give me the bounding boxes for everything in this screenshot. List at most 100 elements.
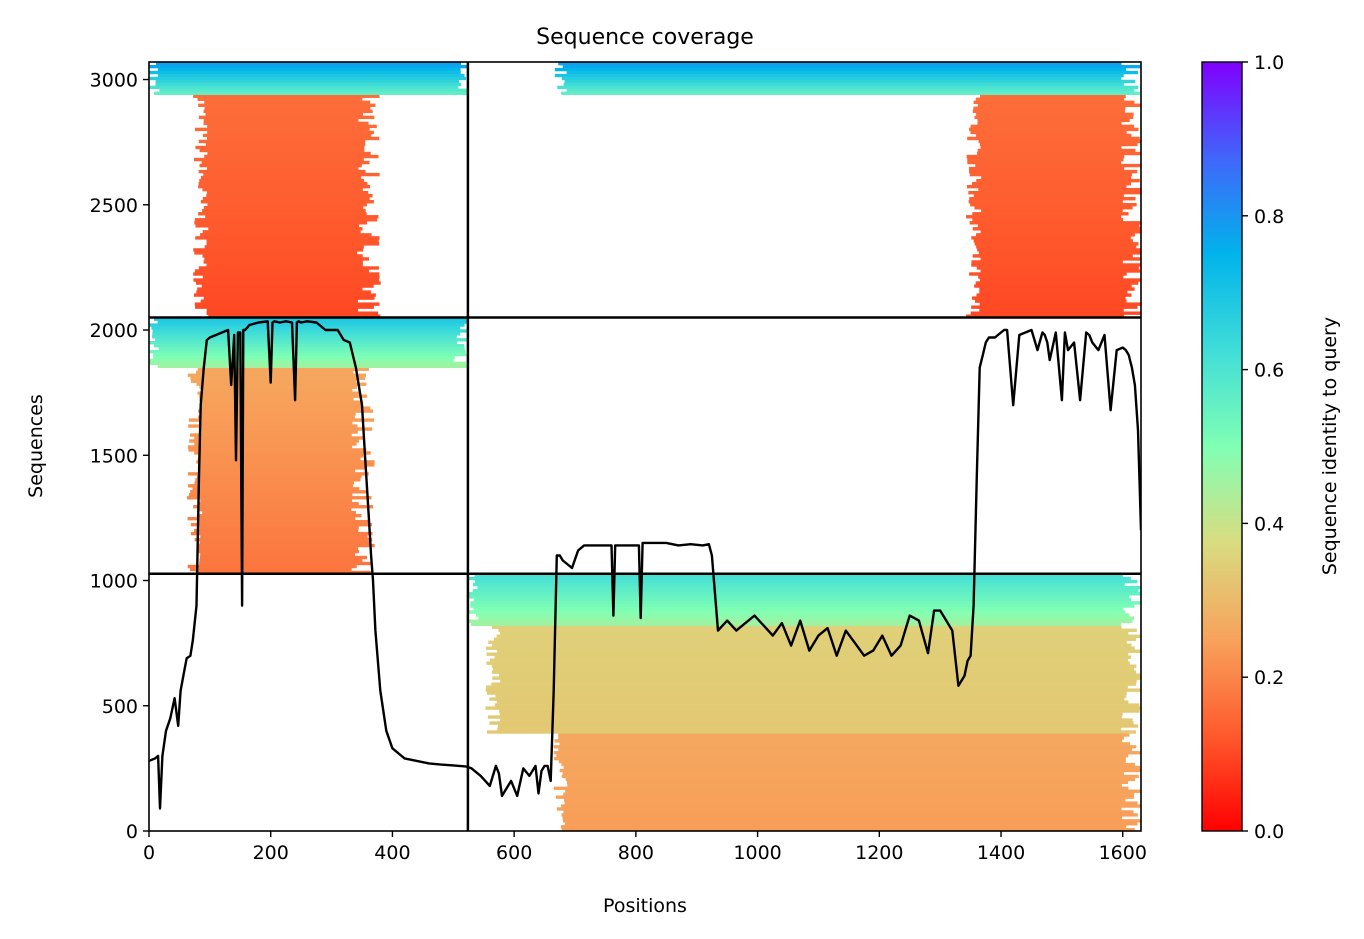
heatmap-row <box>207 130 374 135</box>
heatmap-row <box>195 478 361 482</box>
heatmap-row <box>981 175 1132 180</box>
heatmap-row <box>207 124 377 129</box>
heatmap-row <box>196 290 371 294</box>
heatmap-row <box>969 127 1139 132</box>
heatmap-row <box>486 691 1127 695</box>
heatmap-row <box>204 154 379 159</box>
heatmap-row <box>489 697 1125 701</box>
heatmap-row <box>559 742 1131 746</box>
heatmap-row <box>975 163 1141 168</box>
x-tick-label: 600 <box>496 842 532 864</box>
heatmap-row <box>565 777 1136 782</box>
heatmap-row <box>498 628 1137 632</box>
heatmap-row <box>475 579 1138 584</box>
heatmap-row <box>477 585 1141 590</box>
heatmap-row <box>486 652 1129 656</box>
heatmap-row <box>974 284 1132 288</box>
heatmap-row <box>967 157 1124 162</box>
heatmap-row <box>199 178 365 183</box>
heatmap-row <box>152 329 468 333</box>
heatmap-row <box>149 341 458 345</box>
heatmap-row <box>200 412 356 416</box>
heatmap-row <box>555 795 1134 799</box>
heatmap-row <box>196 513 362 518</box>
heatmap-row <box>199 508 352 512</box>
heatmap-row <box>202 133 372 138</box>
heatmap-row <box>972 227 1141 231</box>
heatmap-row <box>202 254 363 258</box>
heatmap-row <box>155 338 468 342</box>
heatmap-row <box>194 436 365 440</box>
heatmap-row <box>979 287 1135 291</box>
heatmap-row <box>195 570 371 575</box>
heatmap-row <box>486 685 1128 689</box>
heatmap-row <box>203 118 359 123</box>
heatmap-row <box>975 281 1139 285</box>
colorbar-tick-label: 0.6 <box>1254 360 1284 382</box>
x-axis-ticks: 0 200 400 600 800 1000 1200 1400 1600 <box>143 831 1147 864</box>
heatmap-row <box>972 218 1124 222</box>
heatmap-row <box>157 67 461 72</box>
heatmap-row <box>563 810 1134 814</box>
heatmap-row <box>196 475 362 479</box>
heatmap-row <box>198 463 375 467</box>
heatmap-row <box>559 768 1141 773</box>
y-axis-ticks: 0 500 1000 1500 2000 2500 3000 <box>90 70 149 843</box>
heatmap-row <box>199 403 362 407</box>
x-tick-label: 0 <box>143 842 155 864</box>
heatmap-row <box>567 783 1122 787</box>
heatmap-row <box>149 349 466 354</box>
heatmap-row <box>971 236 1131 240</box>
heatmap-row <box>158 346 465 351</box>
heatmap-row <box>562 64 1141 69</box>
heatmap-row <box>494 703 1140 707</box>
heatmap-row <box>155 79 460 84</box>
heatmap-row <box>200 233 372 237</box>
heatmap-row <box>561 91 1140 95</box>
heatmap-row <box>202 511 357 515</box>
heatmap-row <box>491 625 1122 629</box>
x-tick-label: 1000 <box>733 842 781 864</box>
heatmap-row <box>966 215 1122 219</box>
heatmap-row <box>500 631 1129 635</box>
heatmap-row <box>979 142 1138 147</box>
y-tick-label: 0 <box>126 821 138 843</box>
x-tick-label: 1200 <box>855 842 903 864</box>
heatmap-row <box>488 715 1122 719</box>
heatmap-row <box>203 260 363 264</box>
heatmap-row <box>500 718 1133 722</box>
heatmap-row <box>204 245 364 249</box>
heatmap-row <box>967 160 1122 165</box>
heatmap-row <box>553 751 1141 755</box>
heatmap-row <box>206 190 369 195</box>
colorbar-label: Sequence identity to query <box>1319 317 1341 575</box>
heatmap-row <box>972 212 1129 216</box>
heatmap-row <box>494 655 1132 659</box>
heatmap-row <box>967 136 1140 141</box>
heatmap-row <box>565 822 1138 826</box>
heatmap-row <box>187 564 357 569</box>
heatmap-row <box>977 224 1140 228</box>
heatmap-row <box>195 305 374 309</box>
heatmap-row <box>190 433 352 437</box>
heatmap-row <box>969 196 1136 201</box>
heatmap-row <box>205 215 379 219</box>
chain-boundaries <box>149 62 1141 831</box>
heatmap-row <box>966 314 1125 318</box>
heatmap-row <box>473 607 1124 611</box>
heatmap-row <box>558 733 1130 737</box>
heatmap-row <box>499 712 1123 716</box>
heatmap-row <box>154 91 468 95</box>
heatmap-row <box>196 460 375 464</box>
heatmap-row <box>976 233 1135 237</box>
heatmap-row <box>197 97 363 101</box>
heatmap-row <box>207 203 367 207</box>
heatmap-row <box>187 445 353 449</box>
y-axis-label: Sequences <box>25 394 47 498</box>
heatmap-row <box>474 573 1124 578</box>
heatmap-row <box>199 148 365 153</box>
heatmap-row <box>192 487 360 491</box>
heatmap-row <box>188 424 358 428</box>
heatmap-row <box>556 754 1129 758</box>
